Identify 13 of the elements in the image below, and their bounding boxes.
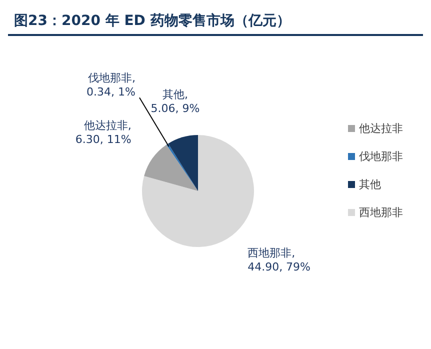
pie-slice — [166, 144, 198, 191]
legend-label: 伐地那非 — [359, 150, 403, 163]
pie-slice — [168, 135, 198, 191]
pie-slice — [142, 135, 254, 247]
legend-label: 西地那非 — [359, 206, 403, 219]
chart-title: 图23：2020 年 ED 药物零售市场（亿元） — [8, 8, 423, 36]
data-label: 他达拉非, 6.30, 11% — [75, 119, 132, 146]
pie-slice — [144, 144, 198, 191]
data-label: 西地那非, 44.90, 79% — [248, 246, 311, 274]
data-label: 伐地那非, 0.34, 1% — [86, 72, 136, 99]
legend-label: 他达拉非 — [359, 122, 403, 135]
legend-label: 其他 — [359, 178, 381, 191]
data-label: 其他, 5.06, 9% — [150, 88, 200, 116]
